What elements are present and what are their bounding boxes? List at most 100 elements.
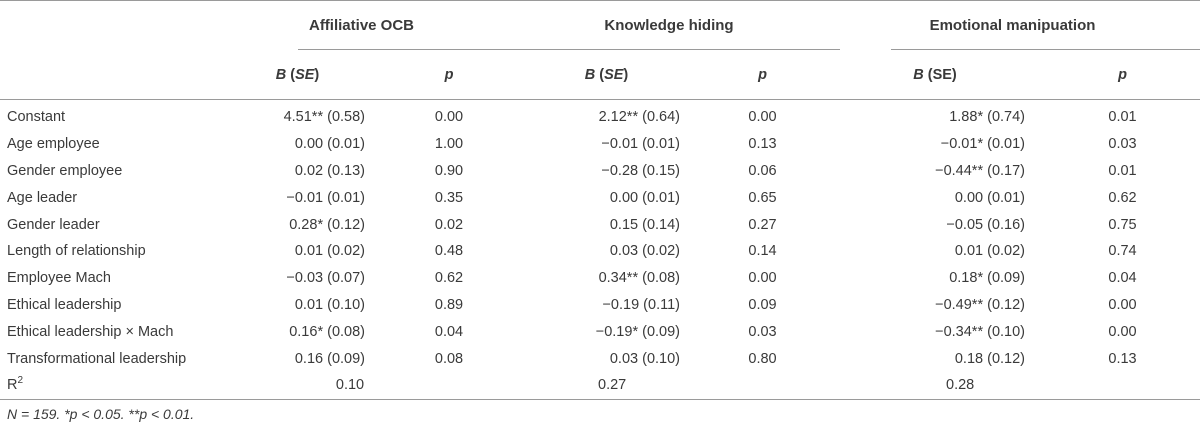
ocb-b-cell: 0.28* (0.12) — [289, 216, 365, 233]
em-b-header: B (SE) — [825, 50, 1045, 100]
ocb-b-cell: −0.03 (0.07) — [286, 270, 365, 287]
kh-p-cell: 0.14 — [748, 243, 777, 260]
kh-underline — [568, 49, 840, 50]
ocb-p-cell: 0.62 — [434, 270, 464, 287]
ocb-b-cell: 0.00 (0.01) — [294, 136, 365, 153]
group-knowledge-hiding: Knowledge hiding — [604, 16, 734, 34]
em-p-cell: 0.74 — [1108, 243, 1137, 260]
ocb-b-header: B (SE) — [210, 50, 385, 100]
em-b-cell: −0.05 (0.16) — [946, 216, 1025, 233]
em-b-cell: 0.18* (0.09) — [949, 270, 1025, 287]
em-b-cell: −0.44** (0.17) — [935, 162, 1025, 179]
kh-b-cell: −0.19* (0.09) — [595, 323, 680, 340]
kh-p-cell: 0.65 — [748, 189, 777, 206]
kh-b-header: B (SE) — [513, 50, 700, 100]
em-p-header: p — [1045, 50, 1200, 100]
em-p-cell: 0.03 — [1108, 136, 1137, 153]
em-p-cell: 0.04 — [1108, 270, 1137, 287]
em-p-cell: 0.00 — [1108, 323, 1137, 340]
ocb-p-cell: 0.35 — [434, 189, 464, 206]
ocb-p-header: p — [385, 50, 513, 100]
row-label: Constant — [7, 109, 66, 126]
table-row: Gender leader 0.28* (0.12) 0.02 0.15 (0.… — [0, 211, 1200, 238]
em-p-cell: 0.62 — [1108, 189, 1137, 206]
em-p-cell: 0.00 — [1108, 296, 1137, 313]
em-b-cell: −0.01* (0.01) — [940, 136, 1025, 153]
table-footnote: N = 159. *p < 0.05. **p < 0.01. — [7, 406, 195, 422]
table-row: Constant 4.51** (0.58) 0.00 2.12** (0.64… — [0, 100, 1200, 131]
row-label: Age leader — [7, 189, 78, 206]
kh-p-cell: 0.80 — [748, 350, 777, 367]
table-row: Ethical leadership 0.01 (0.10) 0.89 −0.1… — [0, 292, 1200, 319]
ocb-p-cell: 1.00 — [434, 136, 464, 153]
kh-p-header: p — [700, 50, 825, 100]
em-b-cell: 1.88* (0.74) — [949, 109, 1025, 126]
r-squared-row: R2 0.10 0.27 0.28 — [0, 371, 1200, 400]
kh-p-cell: 0.00 — [748, 270, 777, 287]
table-row: Age employee 0.00 (0.01) 1.00 −0.01 (0.0… — [0, 131, 1200, 158]
kh-p-cell: 0.00 — [748, 109, 777, 126]
em-p-cell: 0.75 — [1108, 216, 1137, 233]
row-label: Ethical leadership — [7, 296, 122, 313]
em-underline — [891, 49, 1200, 50]
table-row: Gender employee 0.02 (0.13) 0.90 −0.28 (… — [0, 158, 1200, 185]
ocb-r-squared: 0.10 — [210, 371, 513, 400]
table-row: Age leader −0.01 (0.01) 0.35 0.00 (0.01)… — [0, 184, 1200, 211]
group-header-row: Affiliative OCB Knowledge hiding Emotion… — [0, 1, 1200, 49]
kh-b-cell: −0.19 (0.11) — [602, 296, 680, 313]
row-label: Gender employee — [7, 162, 123, 179]
ocb-b-cell: 0.16 (0.09) — [294, 350, 365, 367]
kh-b-cell: 0.00 (0.01) — [609, 189, 680, 206]
em-p-cell: 0.13 — [1108, 350, 1137, 367]
kh-p-cell: 0.09 — [748, 296, 777, 313]
subheader-row: B (SE) p B (SE) p B (SE) p — [0, 50, 1200, 100]
regression-table: Affiliative OCB Knowledge hiding Emotion… — [0, 0, 1200, 400]
ocb-p-cell: 0.00 — [434, 109, 464, 126]
em-r-squared: 0.28 — [825, 371, 1200, 400]
r-squared-label: R2 — [0, 371, 210, 400]
ocb-b-cell: 4.51** (0.58) — [283, 109, 365, 126]
group-emotional-manipulation: Emotional manipuation — [929, 16, 1096, 34]
ocb-p-cell: 0.89 — [434, 296, 464, 313]
kh-b-cell: 0.15 (0.14) — [609, 216, 680, 233]
ocb-p-cell: 0.90 — [434, 162, 464, 179]
kh-b-cell: 0.34** (0.08) — [598, 270, 680, 287]
row-label: Age employee — [7, 136, 100, 153]
kh-b-cell: 2.12** (0.64) — [598, 109, 680, 126]
table-row: Length of relationship 0.01 (0.02) 0.48 … — [0, 238, 1200, 265]
ocb-b-cell: 0.01 (0.10) — [294, 296, 365, 313]
table-row: Transformational leadership 0.16 (0.09) … — [0, 345, 1200, 372]
kh-p-cell: 0.13 — [748, 136, 777, 153]
ocb-b-cell: −0.01 (0.01) — [286, 189, 365, 206]
row-label: Length of relationship — [7, 243, 146, 260]
ocb-p-cell: 0.48 — [434, 243, 464, 260]
kh-p-cell: 0.27 — [748, 216, 777, 233]
em-b-cell: −0.49** (0.12) — [935, 296, 1025, 313]
ocb-underline — [298, 49, 723, 50]
ocb-p-cell: 0.04 — [434, 323, 464, 340]
row-label: Transformational leadership — [7, 350, 187, 367]
kh-b-cell: 0.03 (0.02) — [609, 243, 680, 260]
kh-r-squared: 0.27 — [513, 371, 825, 400]
row-label: Gender leader — [7, 216, 100, 233]
em-b-cell: 0.01 (0.02) — [954, 243, 1025, 260]
em-b-cell: 0.18 (0.12) — [954, 350, 1025, 367]
table-row: Employee Mach −0.03 (0.07) 0.62 0.34** (… — [0, 265, 1200, 292]
kh-b-cell: −0.28 (0.15) — [601, 162, 680, 179]
row-label: Ethical leadership × Mach — [7, 323, 174, 340]
group-affiliative-ocb: Affiliative OCB — [308, 16, 414, 34]
kh-p-cell: 0.03 — [748, 323, 777, 340]
ocb-b-cell: 0.02 (0.13) — [294, 162, 365, 179]
kh-p-cell: 0.06 — [748, 162, 777, 179]
em-p-cell: 0.01 — [1108, 109, 1137, 126]
row-label: Employee Mach — [7, 270, 111, 287]
ocb-p-cell: 0.02 — [434, 216, 464, 233]
table-row: Ethical leadership × Mach 0.16* (0.08) 0… — [0, 318, 1200, 345]
ocb-p-cell: 0.08 — [434, 350, 464, 367]
ocb-b-cell: 0.16* (0.08) — [289, 323, 365, 340]
em-p-cell: 0.01 — [1108, 162, 1137, 179]
kh-b-cell: 0.03 (0.10) — [609, 350, 680, 367]
em-b-cell: 0.00 (0.01) — [954, 189, 1025, 206]
ocb-b-cell: 0.01 (0.02) — [294, 243, 365, 260]
